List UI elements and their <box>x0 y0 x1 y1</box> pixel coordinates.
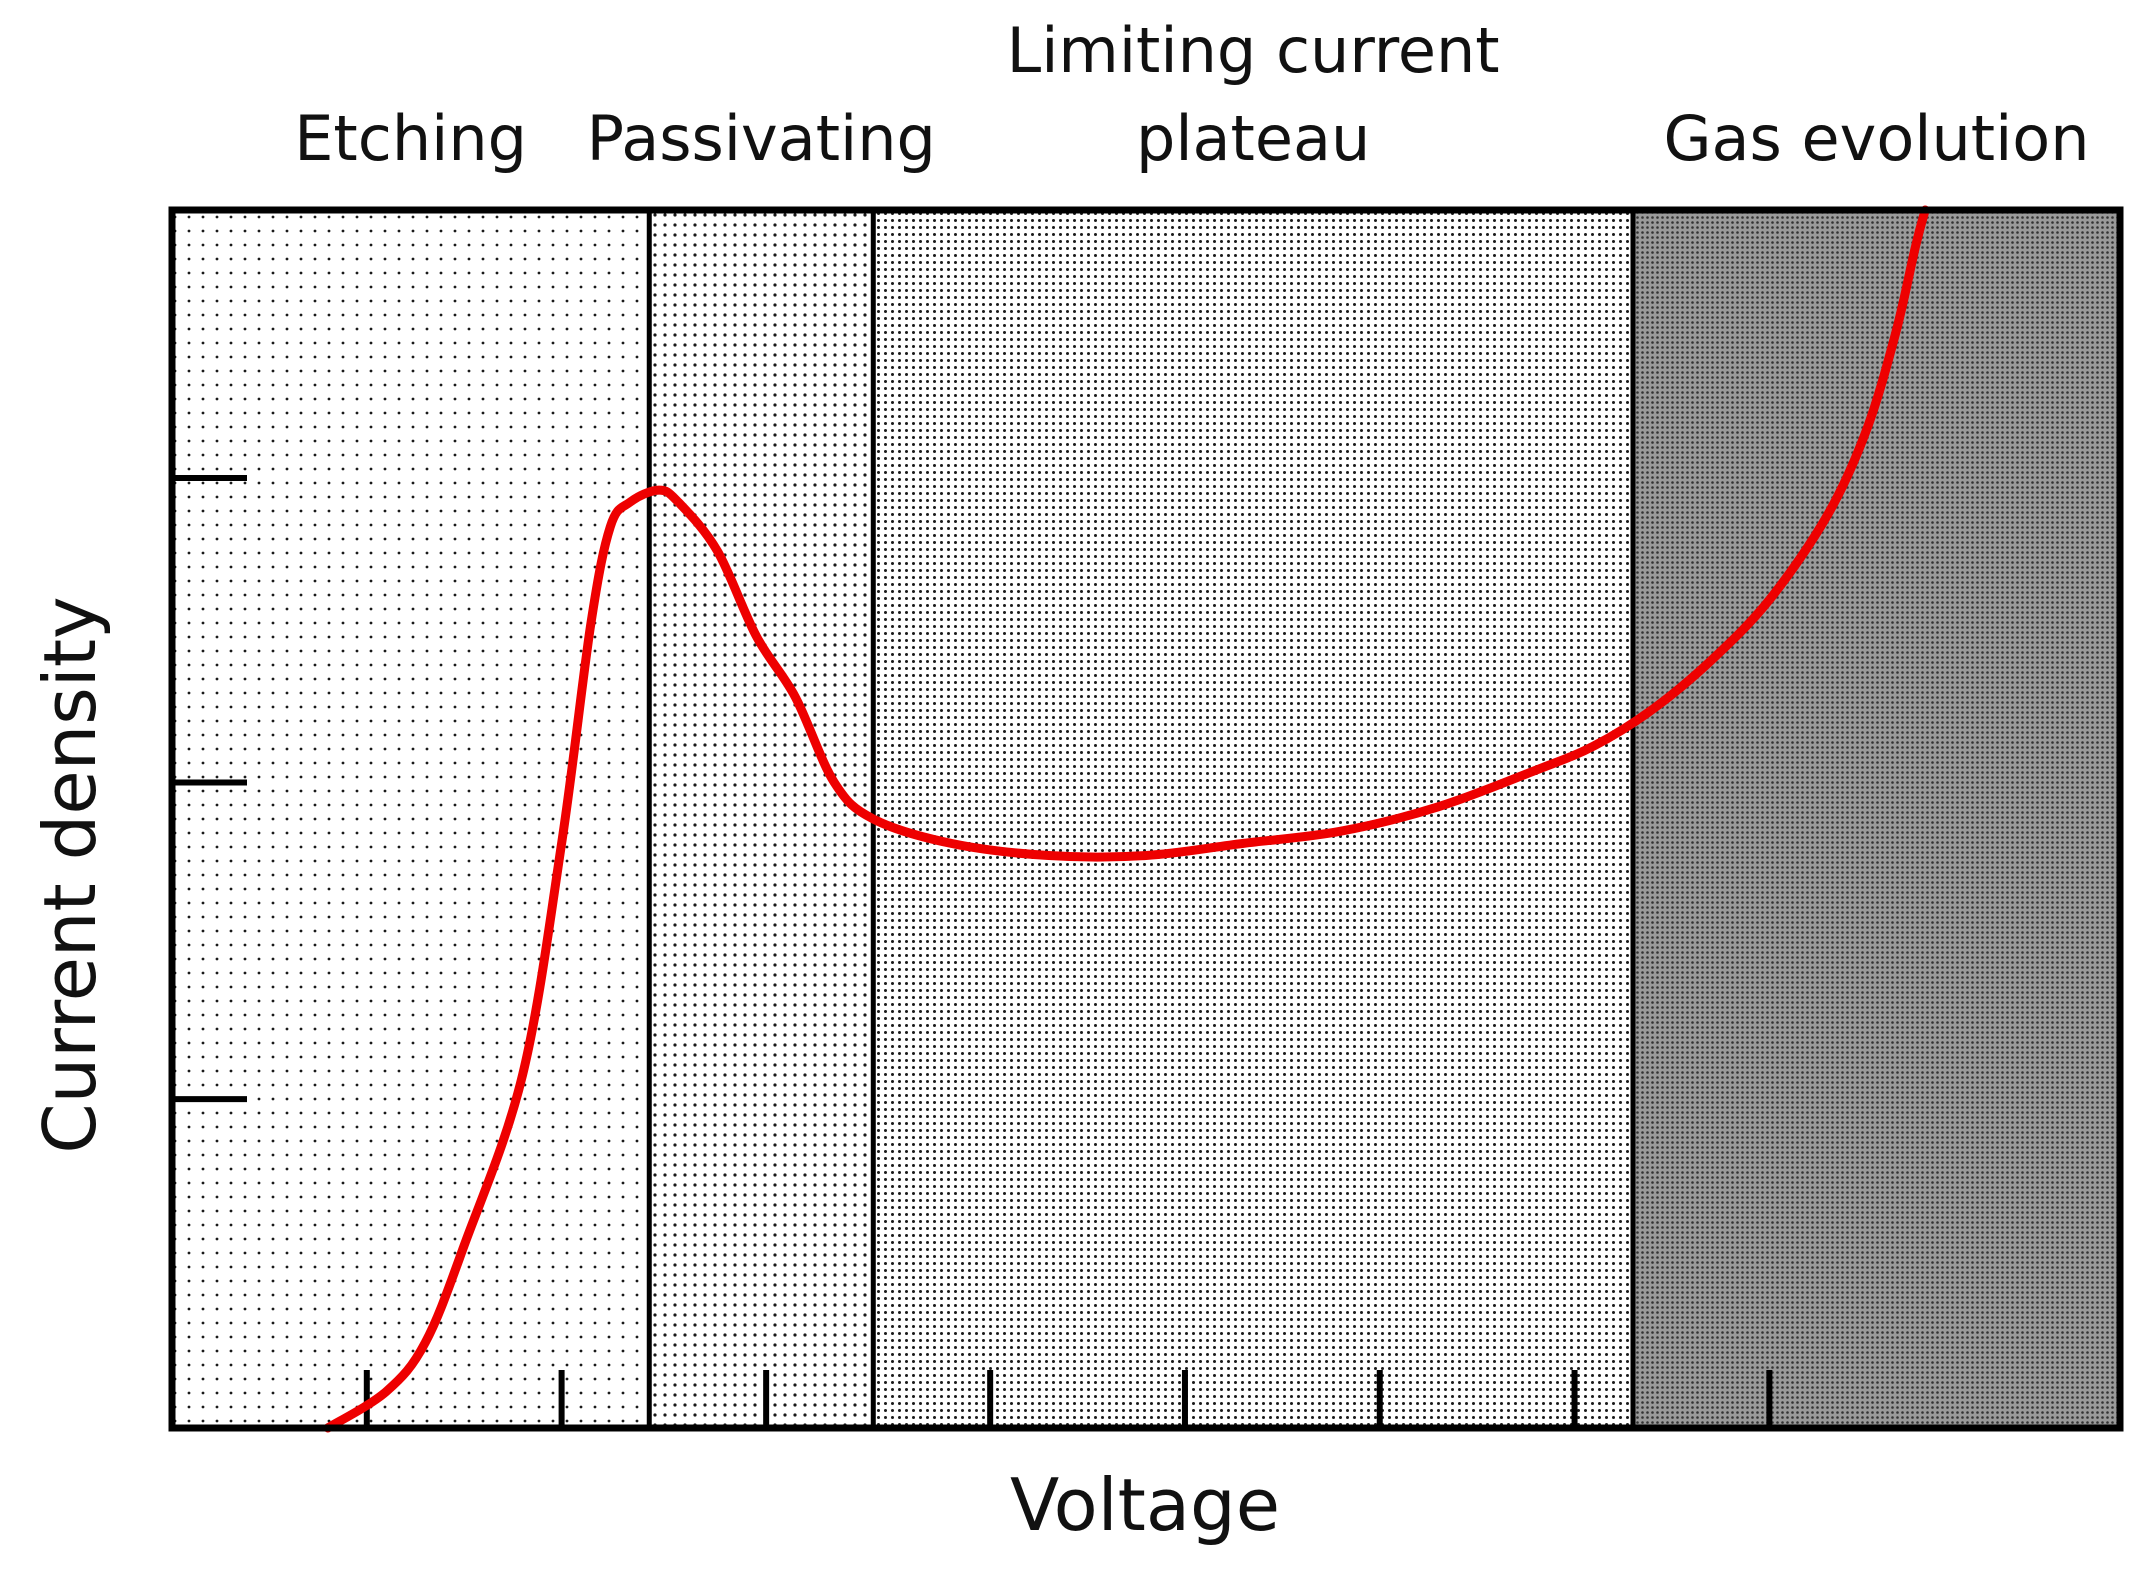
region-label: Etching <box>294 102 527 175</box>
region-fill <box>172 210 650 1428</box>
axis-ticks <box>172 474 1773 1428</box>
x-axis-label: Voltage <box>1010 1463 1280 1547</box>
current-density-curve <box>323 205 1930 1433</box>
region-label: Limiting current plateau <box>1007 14 1500 175</box>
region-label: Passivating <box>587 102 936 175</box>
plot-frame <box>168 206 2124 1432</box>
region-fill <box>649 210 874 1428</box>
region-fill <box>873 210 1633 1428</box>
region-label: Gas evolution <box>1663 102 2089 175</box>
region-labels: Etching Passivating Limiting current platea… <box>294 14 2089 175</box>
y-axis-label: Current density <box>28 596 112 1153</box>
